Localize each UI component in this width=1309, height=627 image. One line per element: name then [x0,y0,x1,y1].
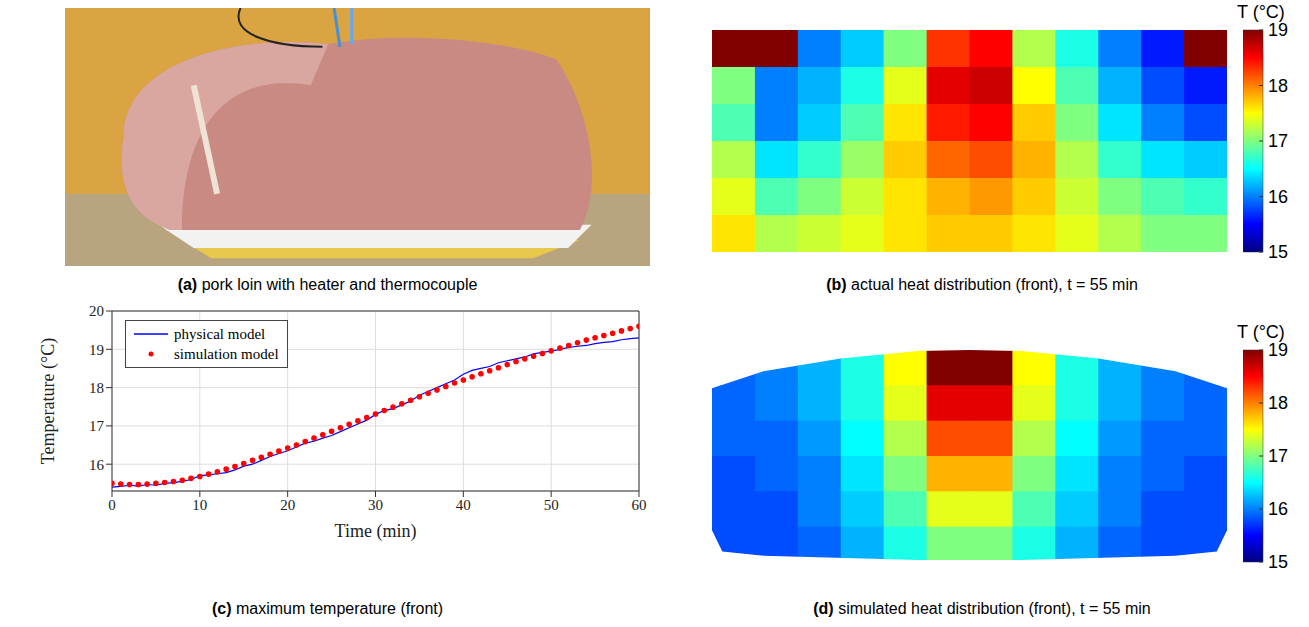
svg-text:15: 15 [1268,242,1288,262]
html-text:(a) pork loin with heater and: (a) pork loin with heater and thermocoup… [177,276,478,293]
svg-text:60: 60 [632,497,647,513]
svg-text:15: 15 [1268,552,1288,572]
svg-text:17: 17 [89,418,105,434]
svg-text:19: 19 [1268,340,1288,360]
svg-text:18: 18 [1268,393,1288,413]
html-text:simulation model: simulation model [174,346,279,362]
html-text:T (°C): T (°C) [1237,322,1285,342]
html-text:T (°C): T (°C) [1237,2,1285,22]
svg-text:Temperature (°C): Temperature (°C) [38,338,59,464]
svg-text:20: 20 [89,303,104,319]
svg-text:16: 16 [89,457,105,473]
svg-text:16: 16 [1268,187,1288,207]
svg-text:19: 19 [1268,20,1288,40]
svg-text:20: 20 [280,497,295,513]
svg-text:17: 17 [1268,446,1288,466]
svg-text:30: 30 [368,497,383,513]
html-text:(c) maximum temperature (front: (c) maximum temperature (front) [211,600,444,617]
svg-text:19: 19 [89,342,104,358]
svg-text:40: 40 [456,497,471,513]
html-text:(d) simulated heat distributio: (d) simulated heat distribution (front),… [813,600,1151,617]
svg-text:16: 16 [1268,499,1288,519]
svg-text:18: 18 [89,380,104,396]
html-text:(b) actual heat distribution (: (b) actual heat distribution (front), t … [826,276,1138,293]
html-text:physical model: physical model [174,326,266,342]
svg-text:10: 10 [192,497,207,513]
svg-text:17: 17 [1268,131,1288,151]
svg-text:18: 18 [1268,76,1288,96]
svg-text:50: 50 [544,497,559,513]
svg-text:Time (min): Time (min) [335,521,417,542]
svg-text:0: 0 [108,497,116,513]
